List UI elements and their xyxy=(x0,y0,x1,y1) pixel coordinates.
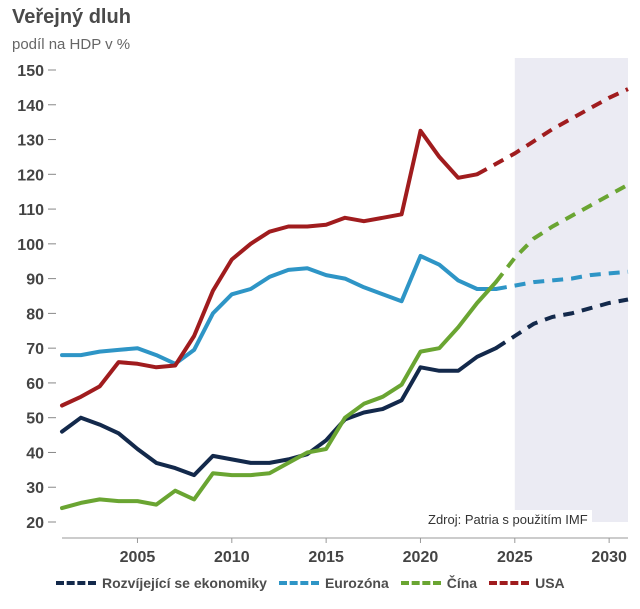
y-tick-label: 70 xyxy=(26,341,44,358)
forecast-line-usa xyxy=(476,87,629,177)
x-tick-label: 2015 xyxy=(308,549,344,566)
x-tick-label: 2030 xyxy=(591,549,627,566)
series-line-cina xyxy=(60,280,498,511)
forecast-line-eurozona xyxy=(495,269,629,291)
legend-swatch xyxy=(400,581,441,585)
y-tick-label: 50 xyxy=(26,411,44,428)
legend-item: USA xyxy=(489,575,565,591)
y-tick-label: 90 xyxy=(26,272,44,289)
legend-item: Eurozóna xyxy=(278,575,389,591)
series-line-usa xyxy=(60,128,480,408)
legend-label: USA xyxy=(535,575,565,591)
legend-label: Rozvíjející se ekonomiky xyxy=(102,575,267,591)
y-tick-label: 80 xyxy=(26,306,44,323)
y-tick-label: 120 xyxy=(17,167,44,184)
x-tick-label: 2025 xyxy=(497,549,533,566)
x-tick-label: 2010 xyxy=(214,549,250,566)
source-note: Zdroj: Patria s použitím IMF xyxy=(424,510,592,529)
y-tick-label: 20 xyxy=(26,515,44,532)
y-tick-label: 140 xyxy=(17,98,44,115)
legend-swatch xyxy=(489,581,530,585)
legend-label: Čína xyxy=(446,575,478,591)
series-line-rozvijejici-se-ekonomiky xyxy=(60,346,498,478)
y-tick-label: 150 xyxy=(17,63,44,80)
y-tick-label: 100 xyxy=(17,237,44,254)
chart-title: Veřejný dluh xyxy=(12,6,131,28)
y-tick-label: 30 xyxy=(26,480,44,497)
x-tick-label: 2005 xyxy=(120,549,156,566)
forecast-line-rozvijejici-se-ekonomiky xyxy=(494,297,629,350)
forecast-shading xyxy=(514,58,628,522)
chart-subtitle: podíl na HDP v % xyxy=(12,36,131,53)
legend-swatch xyxy=(278,581,319,585)
y-tick-label: 110 xyxy=(18,202,44,219)
y-tick-label: 40 xyxy=(26,445,44,462)
legend-swatch xyxy=(56,581,96,585)
forecast-line-cina xyxy=(494,182,629,284)
legend-item: Čína xyxy=(400,575,478,591)
series-line-eurozona xyxy=(60,254,498,366)
legend-label: Eurozóna xyxy=(324,575,389,591)
x-tick-label: 2020 xyxy=(403,549,439,566)
y-tick-label: 60 xyxy=(26,376,44,393)
legend: Rozvíjející se ekonomiky Eurozóna Čína USA xyxy=(56,575,577,591)
legend-item: Rozvíjející se ekonomiky xyxy=(56,575,267,591)
y-tick-label: 130 xyxy=(17,133,44,150)
